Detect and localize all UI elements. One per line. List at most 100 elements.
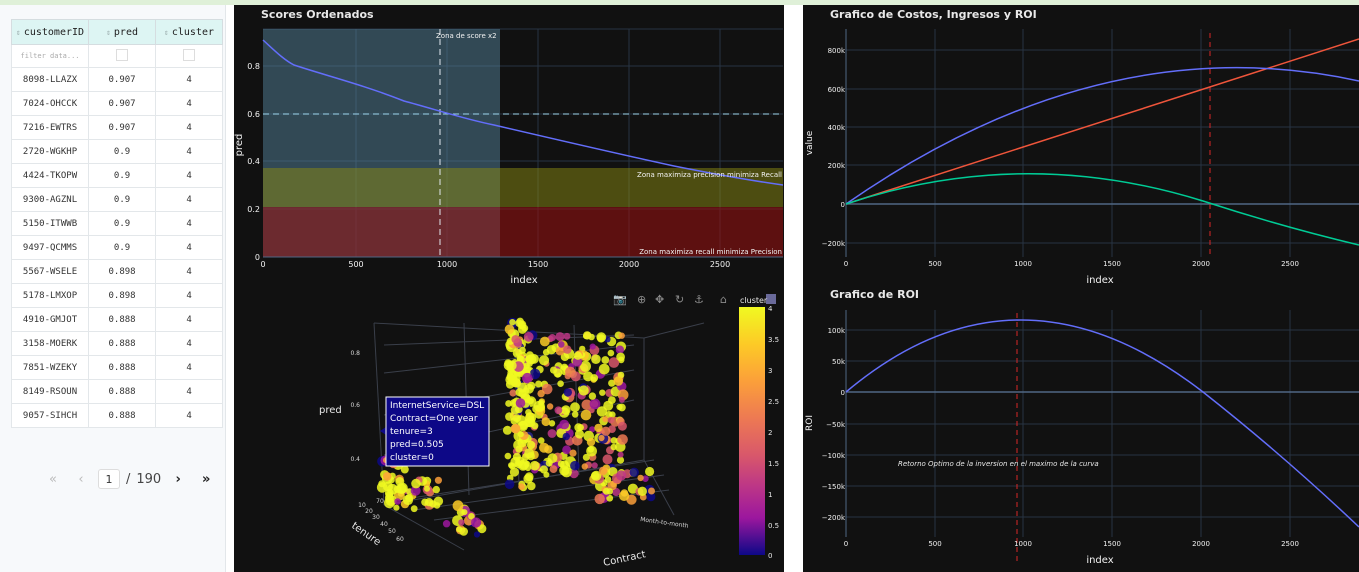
table-cell-cluster[interactable]: 4 bbox=[155, 211, 224, 236]
scatter-point[interactable] bbox=[458, 519, 465, 526]
scatter-point[interactable] bbox=[571, 411, 579, 418]
scatter-point[interactable] bbox=[612, 487, 621, 497]
scatter-point[interactable] bbox=[555, 346, 565, 356]
scatter-point[interactable] bbox=[539, 465, 548, 474]
sort-icon[interactable]: ⇕ bbox=[164, 27, 169, 37]
scatter-point[interactable] bbox=[546, 403, 554, 410]
table-cell-customerid[interactable]: 5150-ITWWB bbox=[10, 211, 90, 236]
pan-icon[interactable]: ✥ bbox=[655, 293, 664, 306]
table-cell-customerid[interactable]: 4424-TKOPW bbox=[10, 163, 90, 188]
table-cell-cluster[interactable]: 4 bbox=[155, 235, 224, 260]
table-row[interactable]: 3158-MOERK 0.888 4 bbox=[10, 331, 224, 356]
scatter-point[interactable] bbox=[599, 389, 606, 396]
scatter-point[interactable] bbox=[518, 483, 525, 491]
scatter-point[interactable] bbox=[548, 334, 556, 342]
scatter-point[interactable] bbox=[442, 520, 451, 528]
table-cell-pred[interactable]: 0.888 bbox=[88, 307, 157, 332]
scatter-point[interactable] bbox=[434, 476, 442, 484]
table-cell-cluster[interactable]: 4 bbox=[155, 403, 224, 428]
camera-icon[interactable]: 📷 bbox=[613, 293, 627, 306]
scatter-point[interactable] bbox=[615, 345, 625, 354]
sort-icon[interactable]: ⇕ bbox=[16, 27, 21, 37]
scatter-point[interactable] bbox=[410, 485, 421, 496]
scatter-point[interactable] bbox=[452, 500, 464, 512]
table-row[interactable]: 4910-GMJOT 0.888 4 bbox=[10, 307, 224, 332]
scatter-point[interactable] bbox=[393, 504, 400, 511]
scatter-point[interactable] bbox=[589, 343, 596, 350]
scatter-point[interactable] bbox=[433, 496, 444, 506]
scatter-point[interactable] bbox=[529, 368, 541, 380]
scatter-point[interactable] bbox=[560, 460, 570, 470]
table-cell-pred[interactable]: 0.888 bbox=[88, 355, 157, 380]
scatter-point[interactable] bbox=[607, 480, 617, 491]
scatter-point[interactable] bbox=[554, 406, 563, 415]
table-cell-pred[interactable]: 0.9 bbox=[88, 187, 157, 212]
scatter-point[interactable] bbox=[504, 479, 515, 490]
scatter-point[interactable] bbox=[608, 379, 616, 387]
scatter-point[interactable] bbox=[594, 493, 605, 505]
table-cell-cluster[interactable]: 4 bbox=[155, 355, 224, 380]
scatter-point[interactable] bbox=[510, 423, 521, 434]
scatter-point[interactable] bbox=[533, 400, 545, 412]
scatter-point[interactable] bbox=[541, 417, 551, 427]
table-cell-customerid[interactable]: 4910-GMJOT bbox=[10, 307, 90, 332]
scatter-point[interactable] bbox=[502, 425, 512, 435]
scatter-point[interactable] bbox=[505, 374, 516, 385]
scatter-point[interactable] bbox=[590, 374, 599, 382]
scatter-point[interactable] bbox=[617, 451, 624, 458]
prev-page-button[interactable]: ‹ bbox=[78, 471, 84, 487]
scatter-point[interactable] bbox=[591, 354, 601, 365]
scatter-point[interactable] bbox=[577, 424, 584, 431]
table-cell-cluster[interactable]: 4 bbox=[155, 67, 224, 92]
scatter-points[interactable] bbox=[376, 317, 656, 538]
scatter-point[interactable] bbox=[529, 460, 540, 471]
table-cell-cluster[interactable]: 4 bbox=[155, 115, 224, 140]
scatter-point[interactable] bbox=[549, 465, 558, 473]
table-cell-customerid[interactable]: 5178-LMXOP bbox=[10, 283, 90, 308]
scatter-point[interactable] bbox=[563, 388, 572, 397]
scatter-point[interactable] bbox=[393, 485, 402, 493]
scatter-point[interactable] bbox=[587, 446, 595, 453]
table-cell-customerid[interactable]: 7024-OHCCK bbox=[10, 91, 90, 116]
scatter-point[interactable] bbox=[468, 513, 475, 520]
scatter-point[interactable] bbox=[570, 402, 580, 413]
table-cell-customerid[interactable]: 9057-SIHCH bbox=[10, 403, 90, 428]
scatter-point[interactable] bbox=[642, 475, 649, 483]
scatter-point[interactable] bbox=[578, 385, 589, 396]
scatter-point[interactable] bbox=[563, 332, 571, 340]
scatter-point[interactable] bbox=[509, 319, 516, 326]
scatter-point[interactable] bbox=[618, 332, 625, 339]
scatter-point[interactable] bbox=[583, 331, 592, 340]
turntable-icon[interactable]: ⚓ bbox=[694, 293, 704, 306]
scatter-point[interactable] bbox=[548, 420, 556, 427]
scatter-point[interactable] bbox=[522, 387, 530, 394]
right-charts[interactable]: 800k 600k 400k 200k 0 −200k 0 500 1000 1… bbox=[803, 5, 1359, 572]
table-cell-pred[interactable]: 0.9 bbox=[88, 163, 157, 188]
table-cell-pred[interactable]: 0.907 bbox=[88, 67, 157, 92]
scatter-point[interactable] bbox=[527, 481, 536, 491]
scatter-point[interactable] bbox=[575, 429, 584, 439]
table-row[interactable]: 9497-QCMMS 0.9 4 bbox=[10, 235, 224, 260]
scatter-point[interactable] bbox=[590, 471, 600, 480]
scatter-point[interactable] bbox=[537, 437, 545, 444]
column-header-customerid[interactable]: ⇕ customerID bbox=[10, 19, 90, 45]
table-row[interactable]: 7216-EWTRS 0.907 4 bbox=[10, 115, 224, 140]
scatter-point[interactable] bbox=[503, 360, 514, 371]
scatter-point[interactable] bbox=[617, 434, 628, 445]
scatter-point[interactable] bbox=[526, 440, 536, 450]
scatter-point[interactable] bbox=[616, 352, 625, 362]
scatter-point[interactable] bbox=[591, 462, 598, 469]
scatter-point[interactable] bbox=[564, 372, 571, 380]
scatter-point[interactable] bbox=[582, 453, 590, 461]
plotly-logo-icon[interactable] bbox=[766, 294, 776, 304]
scatter-point[interactable] bbox=[394, 498, 401, 505]
table-cell-customerid[interactable]: 9497-QCMMS bbox=[10, 235, 90, 260]
scatter-point[interactable] bbox=[618, 403, 626, 412]
scatter-point[interactable] bbox=[461, 509, 468, 516]
scatter-point[interactable] bbox=[598, 466, 608, 476]
table-cell-pred[interactable]: 0.907 bbox=[88, 115, 157, 140]
table-row[interactable]: 9057-SIHCH 0.888 4 bbox=[10, 403, 224, 428]
scatter-point[interactable] bbox=[523, 331, 534, 342]
table-cell-customerid[interactable]: 8149-RSOUN bbox=[10, 379, 90, 404]
table-cell-pred[interactable]: 0.898 bbox=[88, 283, 157, 308]
